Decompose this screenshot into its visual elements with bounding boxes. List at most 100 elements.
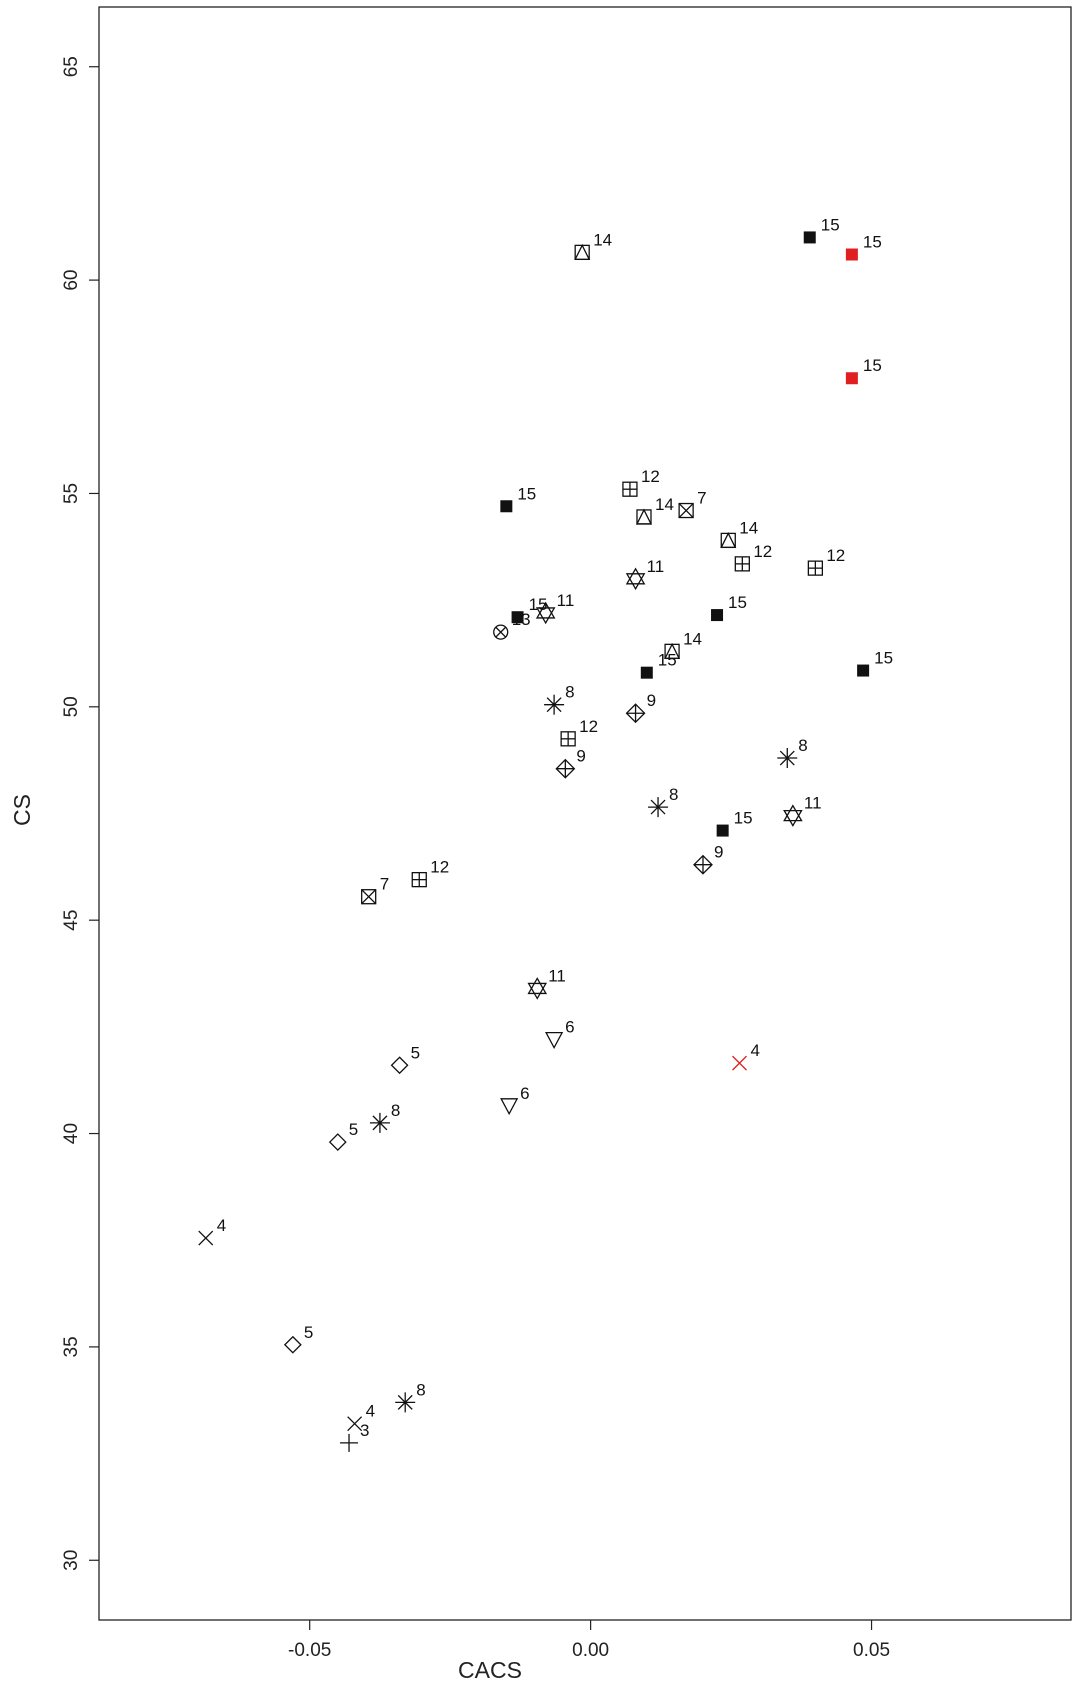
data-point-square-plus bbox=[734, 556, 750, 572]
point-label: 4 bbox=[366, 1402, 375, 1421]
x-tick-label: 0.00 bbox=[572, 1640, 609, 1661]
y-tick-label: 60 bbox=[61, 270, 82, 291]
data-point-triangle-down bbox=[500, 1098, 519, 1116]
point-label: 8 bbox=[669, 785, 678, 804]
y-tick-label: 30 bbox=[61, 1550, 82, 1571]
data-point-asterisk bbox=[395, 1392, 416, 1413]
point-label: 15 bbox=[863, 356, 882, 375]
data-point-diamond bbox=[328, 1133, 347, 1151]
data-point-diamond bbox=[390, 1056, 409, 1075]
point-label: 8 bbox=[391, 1101, 400, 1120]
x-tick-label: 0.05 bbox=[853, 1640, 890, 1661]
data-point-square-plus bbox=[560, 731, 576, 747]
y-tick-label: 65 bbox=[61, 56, 82, 77]
point-label: 8 bbox=[798, 736, 807, 755]
data-point-square-plus bbox=[411, 871, 427, 888]
y-tick-label: 35 bbox=[61, 1336, 82, 1357]
point-label: 11 bbox=[804, 794, 822, 813]
point-label: 11 bbox=[548, 966, 566, 985]
point-label: 15 bbox=[529, 595, 548, 614]
point-label: 6 bbox=[565, 1018, 574, 1037]
data-point-x bbox=[198, 1230, 214, 1246]
data-point-square-plus bbox=[807, 560, 824, 576]
data-point-asterisk bbox=[544, 694, 565, 715]
point-label: 15 bbox=[863, 232, 882, 251]
point-label: 9 bbox=[647, 691, 656, 710]
y-tick-label: 55 bbox=[61, 483, 82, 504]
point-label: 14 bbox=[683, 629, 702, 648]
data-point-diamond bbox=[283, 1335, 302, 1354]
point-label: 5 bbox=[411, 1043, 420, 1062]
point-label: 9 bbox=[714, 843, 723, 862]
data-point-filled-square bbox=[845, 372, 858, 385]
data-point-diamond-plus bbox=[555, 758, 576, 779]
y-tick-label: 45 bbox=[61, 910, 82, 931]
data-point-diamond-plus bbox=[625, 703, 646, 724]
point-label: 15 bbox=[728, 593, 747, 612]
data-point-square-plus bbox=[622, 481, 638, 497]
data-point-x bbox=[732, 1055, 747, 1071]
point-label: 15 bbox=[874, 649, 893, 668]
point-label: 9 bbox=[576, 747, 585, 766]
point-label: 14 bbox=[739, 518, 758, 537]
data-point-square-x bbox=[361, 889, 377, 905]
point-label: 15 bbox=[658, 651, 677, 670]
data-point-filled-square bbox=[803, 231, 816, 244]
point-label: 14 bbox=[655, 495, 674, 514]
plot-frame bbox=[98, 6, 1072, 1621]
y-tick-label: 40 bbox=[61, 1123, 82, 1144]
point-label: 6 bbox=[520, 1084, 529, 1103]
point-label: 5 bbox=[304, 1323, 313, 1342]
data-point-star-of-david bbox=[527, 977, 548, 1000]
data-point-circle-x bbox=[493, 624, 509, 640]
point-label: 12 bbox=[430, 858, 449, 877]
data-point-filled-square bbox=[857, 664, 870, 677]
point-label: 3 bbox=[360, 1421, 369, 1440]
x-axis: -0.05 0.00 0.05 bbox=[288, 1620, 890, 1661]
point-label: 4 bbox=[751, 1041, 760, 1060]
data-point-square-triangle bbox=[635, 508, 653, 525]
point-label: 5 bbox=[349, 1120, 358, 1139]
point-label: 15 bbox=[517, 484, 536, 503]
point-label: 8 bbox=[416, 1380, 425, 1399]
data-point-square-triangle bbox=[720, 531, 737, 549]
y-axis-title: CS bbox=[9, 794, 35, 826]
data-point-filled-square bbox=[711, 609, 724, 622]
point-label: 12 bbox=[753, 542, 772, 561]
data-point-asterisk bbox=[369, 1112, 390, 1133]
y-tick-label: 50 bbox=[61, 696, 82, 717]
point-label: 15 bbox=[734, 809, 753, 828]
data-point-x bbox=[347, 1416, 363, 1432]
point-label: 14 bbox=[593, 230, 612, 249]
point-label: 13 bbox=[512, 610, 531, 629]
point-label: 4 bbox=[217, 1216, 226, 1235]
data-point-plus bbox=[340, 1433, 359, 1452]
point-label: 12 bbox=[826, 546, 845, 565]
data-point-star-of-david bbox=[535, 601, 556, 625]
data-point-star-of-david bbox=[783, 804, 803, 827]
data-point-asterisk bbox=[648, 797, 669, 818]
data-point-square-triangle bbox=[574, 243, 591, 261]
data-point-diamond-plus bbox=[693, 854, 713, 875]
point-label: 11 bbox=[557, 591, 575, 610]
data-point-filled-square bbox=[640, 666, 653, 679]
point-label: 11 bbox=[647, 557, 665, 576]
data-point-filled-square bbox=[716, 824, 729, 837]
point-label: 7 bbox=[697, 489, 706, 508]
point-label: 12 bbox=[641, 467, 660, 486]
point-label: 12 bbox=[579, 717, 598, 736]
data-point-square-triangle bbox=[664, 642, 681, 659]
point-label: 15 bbox=[821, 215, 840, 234]
data-point-star-of-david bbox=[625, 567, 646, 591]
y-axis: 30 35 40 45 50 55 60 65 bbox=[61, 56, 99, 1571]
data-point-square-x bbox=[678, 502, 694, 519]
data-points bbox=[198, 231, 870, 1452]
data-point-triangle-down bbox=[545, 1032, 564, 1050]
data-point-filled-square bbox=[500, 500, 513, 513]
point-label: 8 bbox=[565, 683, 574, 702]
data-point-filled-square bbox=[511, 611, 524, 624]
data-point-asterisk bbox=[777, 748, 798, 769]
point-label: 7 bbox=[380, 875, 389, 894]
